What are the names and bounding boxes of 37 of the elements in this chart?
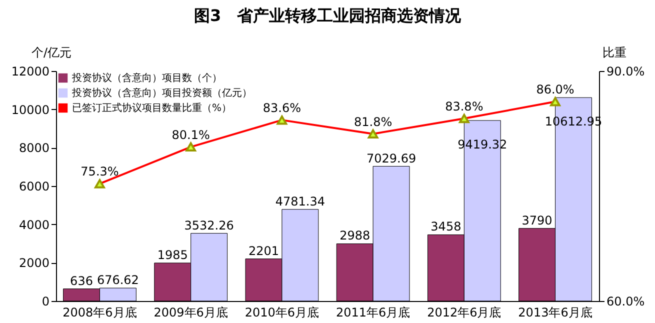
data-label: 2988 — [340, 228, 370, 243]
x-tick-label: 2012年6月底 — [427, 306, 502, 320]
data-label: 2201 — [248, 244, 279, 258]
data-label: 4781.34 — [275, 194, 325, 208]
legend-label: 投资协议（含意向）项目数（个） — [71, 72, 222, 84]
data-label: 3790 — [522, 213, 552, 228]
y-tick-label: 2000 — [18, 256, 50, 270]
y-tick-label: 10000 — [11, 102, 50, 117]
data-label: 75.3% — [80, 164, 119, 179]
legend-label: 已签订正式协议项目数量比重（%） — [72, 102, 232, 114]
y-tick-label: 0 — [42, 294, 50, 308]
data-label: 83.6% — [262, 101, 302, 116]
data-label: 1985 — [157, 248, 188, 262]
y-tick-label: 12000 — [11, 64, 50, 78]
y2-tick-label: 60.0% — [606, 294, 645, 308]
x-tick-label: 2009年6月底 — [154, 306, 228, 320]
x-tick-label: 2013年6月底 — [518, 306, 592, 320]
data-label: 81.8% — [354, 114, 392, 129]
legend-label: 投资协议（含意向）项目投资额（亿元） — [71, 87, 252, 99]
data-label: 80.1% — [172, 128, 210, 142]
x-tick-label: 2011年6月底 — [336, 306, 410, 320]
data-label: 7029.69 — [366, 151, 416, 166]
y-tick-label: 6000 — [18, 180, 50, 194]
x-tick-label: 2010年6月底 — [244, 306, 320, 320]
chart-title: 图3 省产业转移工业园招商选资情况 — [194, 6, 462, 25]
data-label: 3458 — [430, 220, 462, 234]
y-axis-title: 个/亿元 — [31, 46, 72, 60]
data-label: 3532.26 — [184, 218, 234, 232]
data-label: 86.0% — [536, 82, 574, 97]
data-label: 636 — [70, 274, 93, 288]
x-tick-label: 2008年6月底 — [62, 306, 137, 320]
data-label: 676.62 — [96, 273, 139, 288]
y2-tick-label: 90.0% — [606, 64, 645, 78]
data-label: 83.8% — [445, 100, 484, 114]
y-tick-label: 8000 — [18, 141, 50, 156]
y2-axis-title: 比重 — [602, 46, 626, 60]
y-tick-label: 4000 — [18, 218, 50, 232]
